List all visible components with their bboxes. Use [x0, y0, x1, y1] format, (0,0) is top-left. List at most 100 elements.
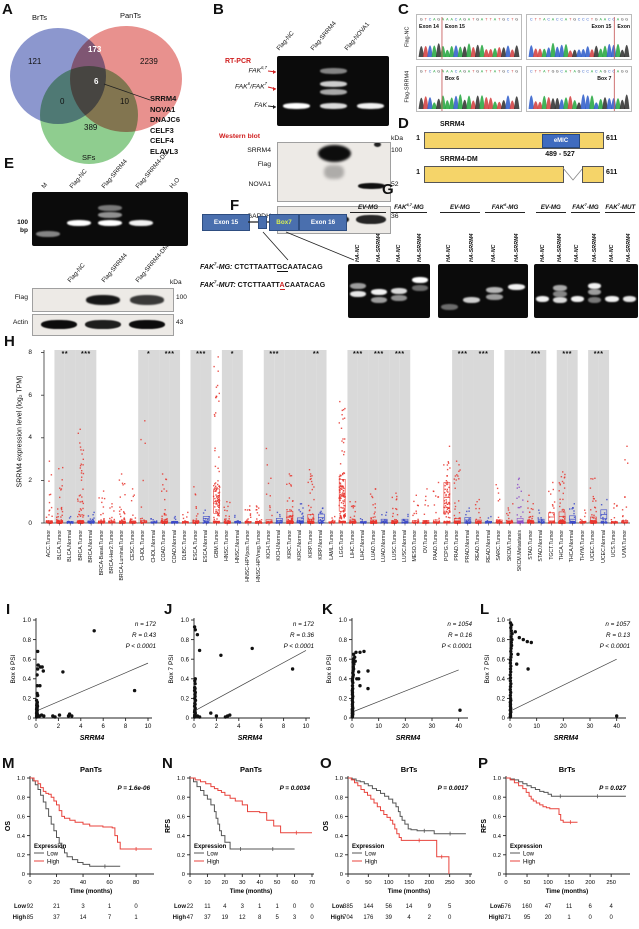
svg-text:0: 0	[340, 872, 343, 878]
gel-group-header: EV-MG	[536, 204, 566, 213]
lane-label: HA-SRRM4	[513, 233, 520, 262]
svg-text:20: 20	[222, 880, 228, 886]
svg-text:30: 30	[239, 880, 245, 886]
h-x-tick-label: KIRC.Tumor	[286, 530, 293, 559]
svg-text:P < 0.0001: P < 0.0001	[126, 643, 156, 650]
rtpcr-label: RT-PCR	[225, 58, 252, 65]
gel-band	[588, 289, 602, 296]
gel-band	[391, 295, 408, 302]
svg-text:0.2: 0.2	[497, 697, 506, 703]
h-x-tick-label: PCPG.Tumor	[443, 530, 450, 561]
svg-text:T: T	[498, 70, 501, 74]
svg-text:R = 0.16: R = 0.16	[448, 632, 472, 639]
risk-row: High 47 37 19 12 8 5 3 0	[162, 915, 318, 925]
panel-b-blots: B Flag-NC Flag-SRRM4 Flag-NOVA1 RT-PCR FAK…	[211, 1, 403, 236]
svg-text:A: A	[481, 70, 484, 74]
panel-letter-m: M	[2, 755, 15, 772]
gel-band	[350, 282, 367, 289]
h-x-tick-label: SARC.Tumor	[496, 530, 503, 561]
h-x-tick-label: READ.Normal	[485, 530, 492, 563]
svg-text:Box 7 PSI: Box 7 PSI	[168, 654, 175, 683]
risk-value: 371	[500, 915, 511, 921]
svg-text:SRRM4: SRRM4	[80, 735, 105, 742]
fak7-mg-seq-target: GC	[276, 264, 288, 272]
gene-item: CELF4	[150, 136, 174, 145]
h-y-tick: 2	[28, 476, 32, 484]
svg-text:P = 0.0034: P = 0.0034	[280, 785, 311, 792]
h-x-tick-label: SKCM.Metastasis	[517, 530, 524, 572]
svg-text:40: 40	[80, 880, 86, 886]
svg-text:Box 6: Box 6	[445, 76, 459, 82]
lane-label: Flag-NC	[275, 29, 296, 53]
svg-text:C: C	[578, 18, 581, 22]
svg-text:A: A	[617, 18, 620, 22]
risk-row-label: High	[330, 915, 344, 921]
svg-text:20: 20	[53, 880, 59, 886]
svg-text:P = 0.027: P = 0.027	[599, 785, 626, 792]
risk-value: 5	[447, 904, 452, 910]
svg-text:A: A	[543, 18, 546, 22]
panel-letter-f: F	[230, 197, 240, 214]
box7-box: Box7	[269, 214, 299, 231]
gene-item: NOVA1	[150, 104, 176, 114]
svg-text:n = 172: n = 172	[293, 621, 315, 628]
risk-value: 95	[523, 915, 531, 921]
risk-value: 92	[26, 904, 34, 910]
svg-text:0.2: 0.2	[339, 697, 348, 703]
svg-text:A: A	[599, 18, 602, 22]
risk-value: 21	[53, 904, 60, 910]
gel-band	[319, 89, 347, 96]
panel-letter-g: G	[382, 181, 394, 198]
risk-value: 47	[544, 904, 552, 910]
svg-text:10: 10	[303, 724, 310, 730]
svg-text:OS: OS	[323, 821, 330, 831]
panel-letter-b: B	[213, 1, 224, 18]
svg-text:*: *	[147, 351, 150, 358]
risk-value: 14	[405, 904, 413, 910]
venn-count-center: 6	[94, 77, 99, 86]
svg-text:SRRM4: SRRM4	[238, 735, 263, 742]
panel-d-domain-diagram: D SRRM4 1 eMIC 611 489 - 527 SRRM4-DM 1 …	[394, 116, 639, 198]
svg-text:C: C	[582, 18, 585, 22]
svg-text:60: 60	[291, 880, 297, 886]
svg-text:0.6: 0.6	[339, 657, 348, 663]
svg-text:***: ***	[269, 351, 279, 358]
svg-text:0.2: 0.2	[335, 853, 343, 859]
chromatogram-srrm4-right: C T T A T G G C A T A G C C A C A G C C A G G Box 7	[526, 66, 632, 112]
wb-row-nova1: NOVA1	[248, 181, 271, 188]
svg-text:Box 6 PSI: Box 6 PSI	[326, 654, 333, 683]
svg-text:T: T	[539, 18, 542, 22]
gel-group-header: EV-MG	[440, 204, 480, 213]
svg-text:C: C	[608, 18, 611, 22]
risk-value: 0	[310, 904, 314, 910]
svg-text:C: C	[455, 70, 458, 74]
svg-text:***: ***	[458, 351, 468, 358]
panel-j-scatter: J 0 0.2 0.4 0.6 0.8 1.0 0 2 4 6 8 10 Box 7 PSI SRRM4 n…	[164, 598, 316, 756]
svg-text:1.0: 1.0	[17, 776, 25, 782]
chromatogram-row2-label: Flag-SRRM4	[404, 70, 411, 103]
minigene-gel	[348, 264, 430, 318]
svg-text:A: A	[494, 70, 497, 74]
risk-value: 6	[588, 904, 592, 910]
svg-text:A: A	[433, 70, 436, 74]
venn-count-brts-sfs: 0	[60, 97, 65, 106]
svg-text:C: C	[582, 70, 585, 74]
kda-52: 52	[391, 181, 399, 188]
svg-text:***: ***	[196, 351, 206, 358]
risk-value: 11	[204, 904, 211, 910]
svg-text:60: 60	[106, 880, 112, 886]
svg-text:0.6: 0.6	[17, 815, 25, 821]
chromatogram-row1-label: Flag-NC	[404, 26, 411, 47]
svg-text:T: T	[569, 70, 572, 74]
venn-leader-line	[103, 83, 151, 101]
h-x-tick-label: BRCA.Normal	[88, 530, 95, 563]
risk-value: 576	[500, 904, 511, 910]
risk-value: 176	[363, 915, 374, 921]
svg-text:A: A	[450, 70, 453, 74]
svg-text:0.4: 0.4	[181, 677, 190, 683]
svg-text:Exon 14: Exon 14	[419, 24, 439, 30]
svg-text:T: T	[539, 70, 542, 74]
svg-text:High: High	[207, 860, 219, 866]
risk-row: Low 22 11 4 3 1 1 0 0	[162, 904, 318, 914]
emic-domain: eMIC	[542, 134, 580, 148]
